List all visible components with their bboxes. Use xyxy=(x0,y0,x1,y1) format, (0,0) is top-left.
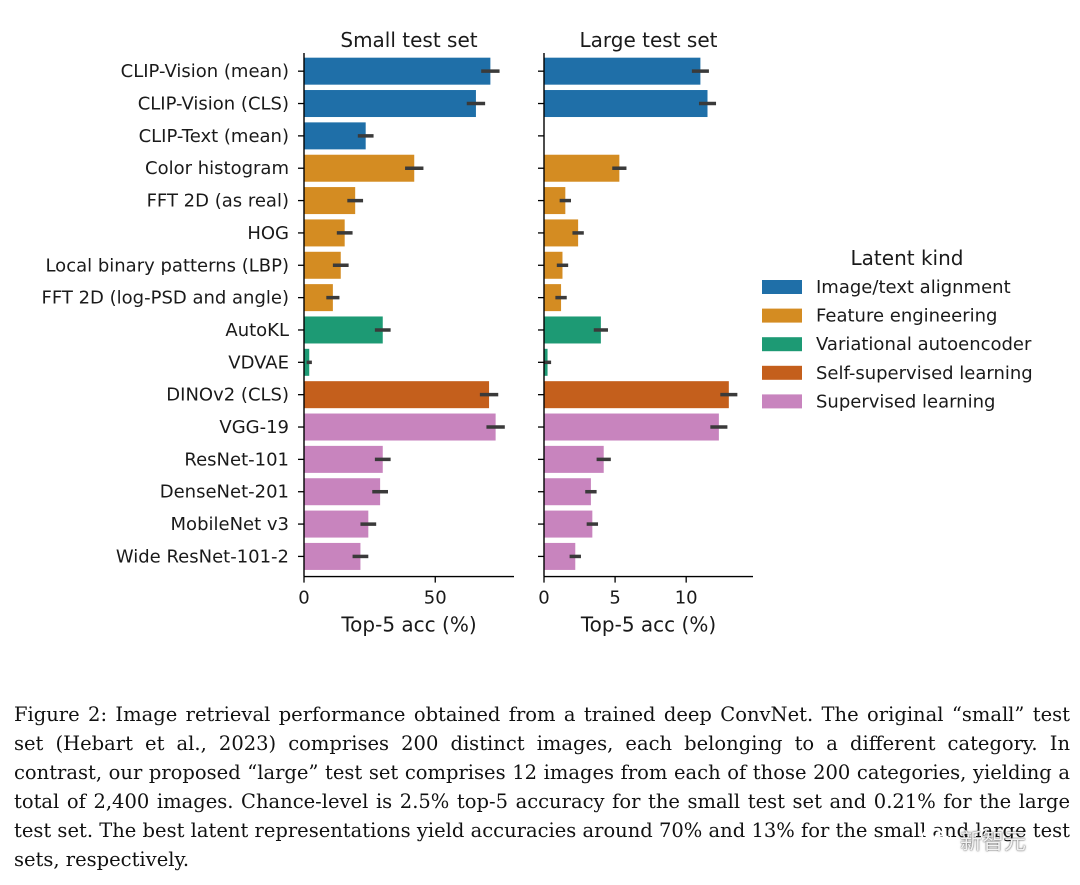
category-label: Color histogram xyxy=(145,158,289,179)
legend-label: Self-supervised learning xyxy=(816,363,1033,384)
legend-swatch xyxy=(762,337,802,352)
bar xyxy=(544,478,591,506)
legend-title: Latent kind xyxy=(851,246,964,270)
panel-title: Small test set xyxy=(340,28,477,52)
category-label: MobileNet v3 xyxy=(171,514,289,535)
bar xyxy=(544,187,566,215)
category-label: Wide ResNet-101-2 xyxy=(116,546,289,567)
bar xyxy=(304,413,496,441)
bar xyxy=(304,542,361,570)
bar xyxy=(544,154,620,182)
x-tick-label: 5 xyxy=(609,588,620,609)
category-label: Local binary patterns (LBP) xyxy=(45,255,289,276)
bar xyxy=(544,381,729,409)
legend-swatch xyxy=(762,308,802,323)
bar-chart-figure: CLIP-Vision (mean) CLIP-Vision (CLS) CLIP-… xyxy=(41,28,1033,637)
legend-swatch xyxy=(762,280,802,294)
bar xyxy=(304,381,490,409)
bar xyxy=(544,413,719,441)
bar xyxy=(544,284,562,312)
legend-swatch xyxy=(762,394,802,409)
category-label: HOG xyxy=(247,223,289,244)
watermark-text: 新智元 xyxy=(960,830,1027,855)
panel-title: Large test set xyxy=(580,28,718,52)
bar xyxy=(304,90,476,118)
watermark: 新智元 xyxy=(920,823,1070,857)
category-label: CLIP-Vision (mean) xyxy=(121,61,289,82)
x-tick-label: 0 xyxy=(298,588,309,609)
wechat-logo-icon xyxy=(921,828,952,852)
category-label: FFT 2D (log-PSD and angle) xyxy=(41,288,289,309)
legend-label: Variational autoencoder xyxy=(816,334,1032,355)
bar xyxy=(544,445,604,473)
category-label: AutoKL xyxy=(225,320,289,341)
bar xyxy=(304,445,383,473)
bar xyxy=(304,510,369,538)
category-label: VGG-19 xyxy=(219,417,289,438)
bar xyxy=(544,251,563,279)
category-label: CLIP-Text (mean) xyxy=(139,126,289,147)
bar xyxy=(544,90,708,118)
bar xyxy=(544,57,701,85)
x-tick-label: 10 xyxy=(675,588,698,609)
bar xyxy=(304,57,491,85)
x-tick-label: 0 xyxy=(538,588,549,609)
x-axis-label: Top-5 acc (%) xyxy=(580,613,716,637)
x-tick-label: 50 xyxy=(424,588,447,609)
bar xyxy=(544,316,601,344)
category-label: FFT 2D (as real) xyxy=(147,191,289,212)
category-label: DINOv2 (CLS) xyxy=(166,385,289,406)
bar xyxy=(304,122,366,150)
category-label: ResNet-101 xyxy=(184,449,289,470)
category-label: CLIP-Vision (CLS) xyxy=(138,94,289,115)
legend-label: Supervised learning xyxy=(816,391,995,412)
legend-label: Image/text alignment xyxy=(816,277,1011,298)
legend-label: Feature engineering xyxy=(816,306,997,327)
category-label: DenseNet-201 xyxy=(160,482,289,503)
bar xyxy=(304,478,381,506)
bar xyxy=(304,154,415,182)
x-axis-label: Top-5 acc (%) xyxy=(340,613,476,637)
category-label: VDVAE xyxy=(228,352,289,373)
legend-swatch xyxy=(762,365,802,380)
figure-caption: Figure 2: Image retrieval performance ob… xyxy=(14,703,1070,871)
bar xyxy=(544,510,593,538)
bar xyxy=(304,187,356,215)
bar xyxy=(304,316,383,344)
